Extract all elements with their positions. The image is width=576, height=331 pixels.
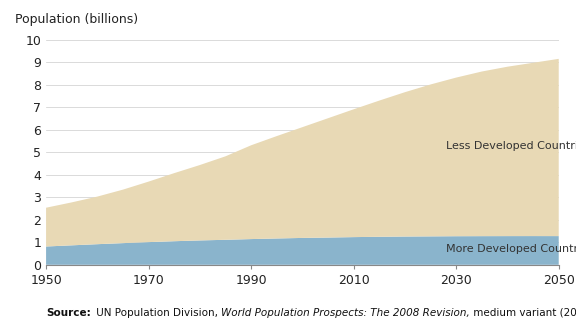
Text: Less Developed Countries: Less Developed Countries — [446, 140, 576, 151]
Text: UN Population Division,: UN Population Division, — [93, 308, 221, 318]
Text: World Population Prospects: The 2008 Revision,: World Population Prospects: The 2008 Rev… — [221, 308, 469, 318]
Text: medium variant (2009).: medium variant (2009). — [469, 308, 576, 318]
Text: Source:: Source: — [46, 308, 91, 318]
Text: More Developed Countries: More Developed Countries — [446, 244, 576, 254]
Text: Population (billions): Population (billions) — [16, 13, 138, 26]
